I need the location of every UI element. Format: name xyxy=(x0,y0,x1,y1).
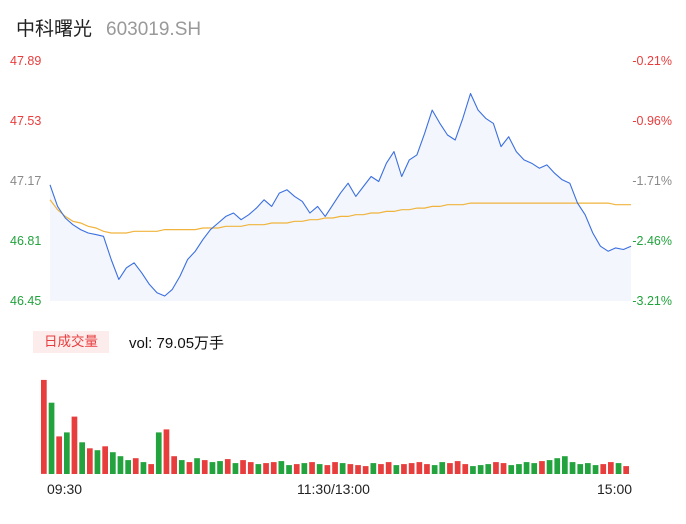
volume-bar xyxy=(232,463,239,474)
volume-bar xyxy=(270,462,277,474)
volume-bar xyxy=(41,379,47,474)
volume-bar xyxy=(508,465,515,474)
volume-bar xyxy=(462,464,469,474)
volume-bar xyxy=(48,402,55,474)
time-label-close: 15:00 xyxy=(597,481,633,497)
volume-value: vol: 79.05万手 xyxy=(129,335,225,352)
volume-bar xyxy=(94,450,101,474)
change-tick-label: -1.71% xyxy=(632,174,672,188)
time-label-open: 09:30 xyxy=(47,481,83,497)
volume-bar xyxy=(370,463,377,474)
volume-bar xyxy=(171,456,177,474)
volume-bar xyxy=(110,452,116,474)
change-tick-label: -0.96% xyxy=(632,114,672,128)
volume-bar xyxy=(263,463,269,474)
volume-bar xyxy=(477,465,484,474)
volume-bar xyxy=(71,416,78,474)
volume-bar xyxy=(201,460,208,474)
volume-bar xyxy=(454,461,461,474)
volume-bar xyxy=(79,442,85,474)
stock-name: 中科曙光 xyxy=(16,19,93,40)
volume-bar xyxy=(132,458,139,474)
volume-bar xyxy=(592,465,599,474)
time-label-midday: 11:30/13:00 xyxy=(297,481,370,497)
volume-bar xyxy=(385,462,392,474)
volume-bar xyxy=(516,464,522,474)
change-tick-label: -2.46% xyxy=(632,234,672,248)
price-tick-label: 46.81 xyxy=(10,234,42,248)
volume-bar xyxy=(163,429,170,474)
volume-bar xyxy=(148,464,154,474)
volume-bar xyxy=(408,463,415,474)
volume-bar xyxy=(378,464,384,474)
volume-bar xyxy=(623,466,629,474)
volume-bar xyxy=(140,462,147,474)
volume-bar xyxy=(309,462,315,474)
price-tick-label: 47.89 xyxy=(10,54,42,68)
price-tick-label: 47.17 xyxy=(10,174,42,188)
volume-bar xyxy=(64,432,70,474)
volume-bar xyxy=(209,462,216,474)
volume-bar xyxy=(416,462,423,474)
volume-tag[interactable]: 日成交量 xyxy=(33,331,109,353)
average-price-line xyxy=(49,199,631,234)
volume-bar xyxy=(562,456,568,474)
volume-bar xyxy=(424,464,430,474)
volume-bar xyxy=(178,460,185,474)
volume-bar xyxy=(102,446,108,474)
volume-bar xyxy=(439,462,446,474)
volume-bar xyxy=(554,458,561,474)
volume-bar xyxy=(539,461,545,474)
volume-bar xyxy=(600,464,607,474)
price-area-fill xyxy=(50,93,631,301)
volume-bar xyxy=(523,462,530,474)
price-line xyxy=(49,92,632,297)
volume-bar xyxy=(316,464,323,474)
volume-bar xyxy=(470,466,476,474)
price-tick-label: 47.53 xyxy=(10,114,42,128)
volume-bar xyxy=(608,462,614,474)
volume-bar xyxy=(569,462,576,474)
volume-bar xyxy=(347,464,354,474)
volume-bar xyxy=(286,465,292,474)
change-tick-label: -0.21% xyxy=(632,54,672,68)
volume-bar xyxy=(293,464,300,474)
volume-bar xyxy=(247,462,254,474)
volume-bar xyxy=(362,466,369,474)
volume-bar xyxy=(332,462,338,474)
volume-bar xyxy=(393,465,400,474)
volume-bar xyxy=(240,460,246,474)
volume-bar xyxy=(87,448,93,474)
price-tick-label: 46.45 xyxy=(10,294,42,308)
stock-code: 603019.SH xyxy=(106,19,202,40)
volume-bar xyxy=(194,458,200,474)
volume-bar xyxy=(401,464,407,474)
stock-title: 中科曙光 603019.SH xyxy=(16,14,201,41)
volume-bar xyxy=(531,463,538,474)
volume-bar xyxy=(615,463,622,474)
volume-bar xyxy=(301,463,308,474)
volume-bar xyxy=(500,463,507,474)
volume-bar xyxy=(485,464,492,474)
volume-bar xyxy=(186,462,193,474)
volume-bar xyxy=(278,461,285,474)
volume-bar xyxy=(447,463,453,474)
volume-bar xyxy=(546,460,553,474)
volume-bar xyxy=(324,465,331,474)
volume-bar xyxy=(431,465,438,474)
volume-bar xyxy=(339,463,346,474)
volume-bar xyxy=(355,465,361,474)
volume-bar xyxy=(255,464,262,474)
volume-bar xyxy=(125,460,131,474)
volume-bar xyxy=(56,436,62,474)
volume-bar xyxy=(493,462,499,474)
volume-bar xyxy=(224,459,231,474)
volume-bar xyxy=(585,463,591,474)
change-tick-label: -3.21% xyxy=(632,294,672,308)
volume-bar xyxy=(217,461,223,474)
volume-bar xyxy=(117,456,124,474)
volume-bar xyxy=(155,432,162,474)
volume-bar xyxy=(577,464,584,474)
